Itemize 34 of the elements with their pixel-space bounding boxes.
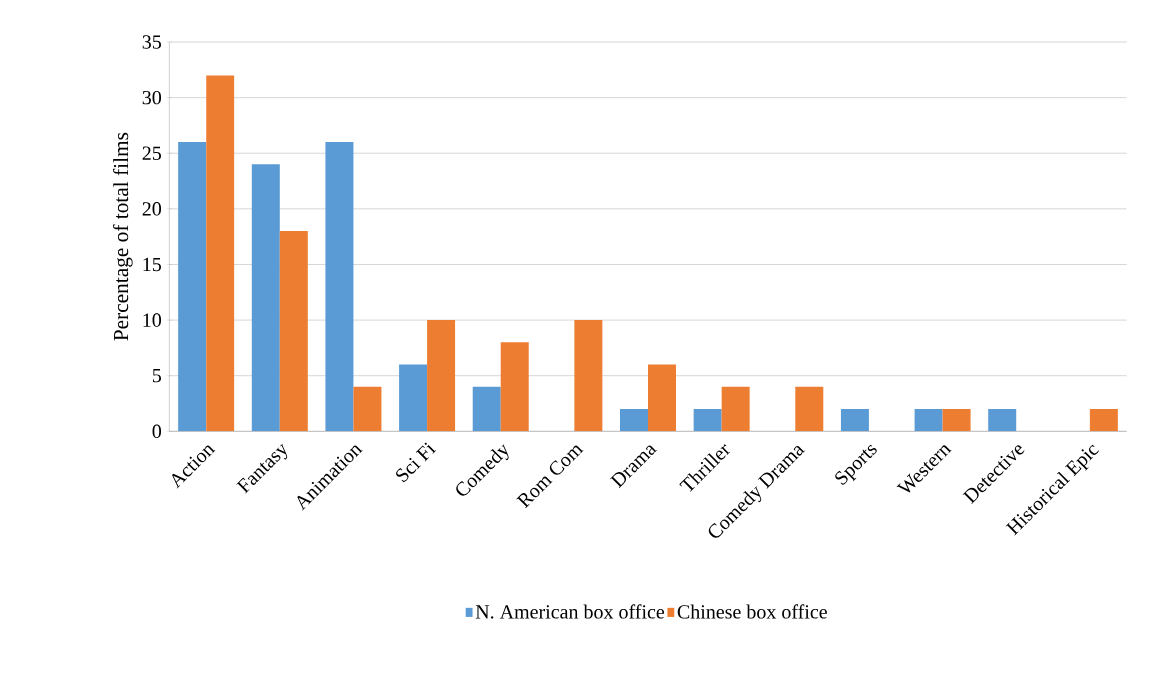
bar bbox=[353, 386, 382, 432]
y-tick-label: 10 bbox=[143, 313, 162, 327]
bar bbox=[399, 364, 428, 432]
bar bbox=[840, 409, 869, 432]
bar bbox=[620, 409, 649, 432]
y-tick-label: 15 bbox=[143, 257, 161, 272]
legend-label: N. American box office bbox=[475, 604, 665, 619]
y-tick-label: 5 bbox=[152, 369, 161, 383]
y-tick-label: 0 bbox=[152, 424, 162, 439]
bar bbox=[648, 364, 677, 432]
bar bbox=[574, 320, 603, 432]
bar bbox=[988, 409, 1017, 432]
bar bbox=[942, 409, 971, 432]
bar bbox=[472, 386, 501, 432]
bar bbox=[279, 231, 308, 432]
x-tick-label: Rom Com bbox=[516, 445, 584, 509]
bar bbox=[206, 75, 235, 432]
x-tick-label: Sci Fi bbox=[396, 442, 437, 483]
bar bbox=[914, 409, 943, 432]
bar bbox=[325, 142, 354, 432]
bar bbox=[693, 409, 722, 432]
bar bbox=[721, 386, 750, 432]
y-tick-label: 20 bbox=[142, 202, 162, 216]
bar bbox=[795, 386, 824, 432]
legend-label: Chinese box office bbox=[677, 604, 827, 619]
y-tick-label: 25 bbox=[142, 146, 161, 160]
bar bbox=[251, 164, 280, 432]
y-tick-label: 35 bbox=[142, 35, 161, 49]
bar bbox=[178, 142, 207, 432]
bar bbox=[500, 342, 529, 432]
y-axis-title: Percentage of total films bbox=[113, 132, 133, 341]
y-tick-label: 30 bbox=[142, 90, 162, 105]
bar bbox=[427, 320, 456, 432]
bar bbox=[1089, 409, 1118, 432]
